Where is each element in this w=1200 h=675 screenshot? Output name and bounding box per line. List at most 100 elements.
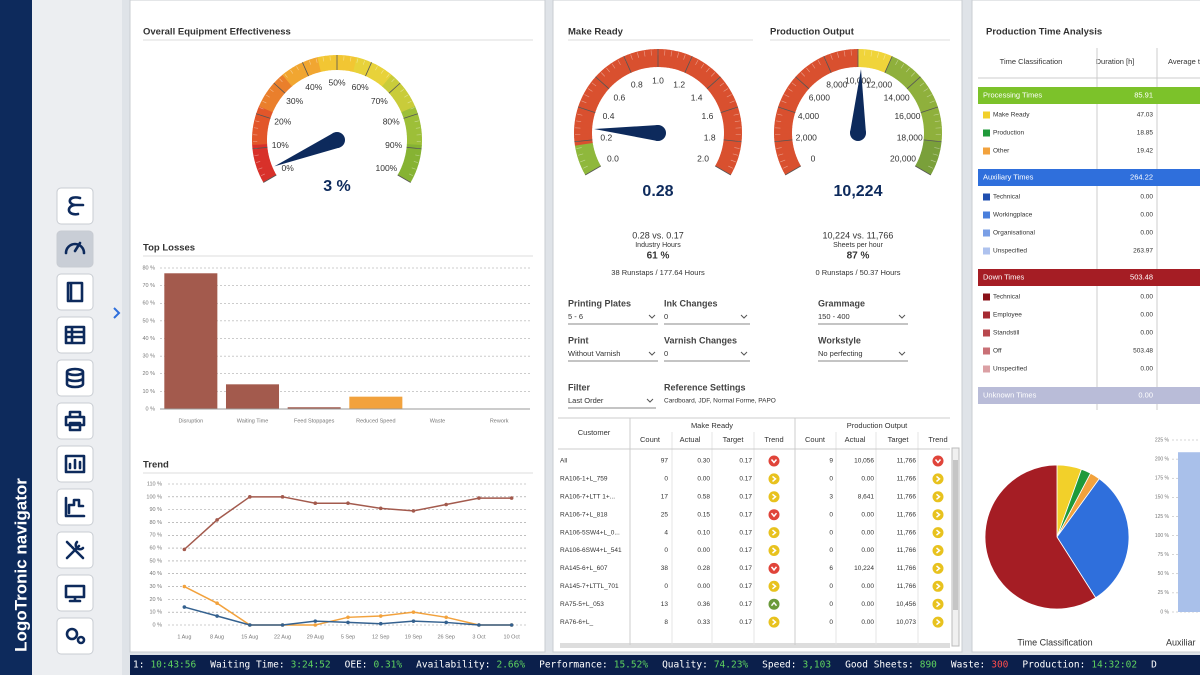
- status-label: Quality:: [662, 660, 708, 671]
- filter-value[interactable]: 0: [664, 349, 668, 358]
- gauge-minor-tick: [877, 52, 879, 58]
- nav-icon: [64, 584, 86, 603]
- status-label: D: [1151, 660, 1157, 671]
- gauge-tick: [406, 146, 422, 150]
- gauge-band: [775, 114, 794, 122]
- trend-point: [411, 619, 416, 623]
- gauge-band: [783, 162, 801, 175]
- cell-customer: RA145-6+L_607: [560, 565, 608, 572]
- gauge-band: [918, 99, 937, 111]
- gauge-band: [774, 117, 794, 125]
- filter-value[interactable]: Last Order: [568, 396, 604, 405]
- gauge-minor-tick: [728, 165, 734, 169]
- filter-value[interactable]: 0: [664, 312, 668, 321]
- filter-value[interactable]: 150 - 400: [818, 312, 850, 321]
- filter-value[interactable]: No perfecting: [818, 349, 863, 358]
- dropdown-chevron[interactable]: [648, 314, 656, 319]
- gauge-band: [795, 73, 812, 89]
- filter-value[interactable]: 5 - 6: [568, 312, 583, 321]
- y-tick-label: 90 %: [149, 507, 162, 513]
- gauge-tick: [595, 76, 610, 90]
- gauge-minor-tick: [617, 60, 621, 66]
- gauge-band: [365, 62, 376, 78]
- trend-icon: [768, 545, 780, 556]
- gauge-band: [398, 169, 415, 180]
- gauge-band: [920, 151, 939, 162]
- gauge-band: [876, 52, 886, 71]
- trend-icon: [932, 616, 944, 628]
- h-scrollbar[interactable]: [560, 643, 950, 648]
- gauge-tick-label: 14,000: [884, 92, 910, 102]
- cell: 0.00: [861, 529, 874, 536]
- comparison: 10,224 vs. 11,766: [823, 230, 894, 240]
- filter-value[interactable]: Without Varnish: [568, 349, 620, 358]
- gauge-band: [867, 49, 875, 69]
- gauge-band: [356, 58, 365, 74]
- gauge-band: [720, 151, 739, 162]
- gauge-band: [317, 56, 325, 72]
- nav-button[interactable]: [56, 488, 94, 526]
- gauge-band: [697, 66, 713, 83]
- gauge-band: [667, 49, 675, 69]
- gauge-minor-tick: [582, 165, 588, 169]
- collapse-arrow[interactable]: [113, 307, 121, 319]
- status-label: 1:: [133, 660, 144, 671]
- gauge-band: [266, 88, 282, 101]
- dropdown-chevron[interactable]: [740, 351, 748, 356]
- gauge-band: [256, 109, 272, 119]
- dropdown-chevron[interactable]: [646, 398, 654, 403]
- y-tick-label: 175 %: [1155, 476, 1170, 482]
- gauge-tick-label: 1.2: [673, 80, 685, 90]
- nav-button[interactable]: [56, 402, 94, 440]
- gauge-band: [313, 57, 322, 73]
- gauge-tick-label: 80%: [383, 117, 400, 127]
- nav-icon: [64, 410, 86, 432]
- x-tick-label: Waiting Time: [237, 418, 269, 424]
- gauge-band: [909, 79, 926, 95]
- gauge-minor-tick: [910, 72, 916, 77]
- cell: 0.58: [697, 494, 710, 501]
- gauge-band: [804, 65, 819, 83]
- dropdown-chevron[interactable]: [740, 314, 748, 319]
- nav-button[interactable]: [56, 574, 94, 612]
- gauge-band: [786, 85, 804, 99]
- gauge-minor-tick: [576, 147, 582, 149]
- gauge-minor-tick: [734, 147, 740, 149]
- dropdown-chevron[interactable]: [898, 314, 906, 319]
- nav-button[interactable]: [56, 316, 94, 354]
- cell: 0.17: [739, 529, 752, 536]
- gauge-band: [359, 59, 369, 75]
- trend-chevron: [770, 512, 778, 518]
- dropdown-chevron[interactable]: [898, 351, 906, 356]
- group-name: Auxiliary Times: [983, 172, 1034, 181]
- nav-button[interactable]: [56, 359, 94, 397]
- y-tick-label: 60 %: [142, 301, 155, 307]
- x-tick-label: 29 Aug: [307, 634, 324, 640]
- item-name: Employee: [993, 312, 1022, 319]
- y-tick-label: 40 %: [149, 571, 162, 577]
- gauge-minor-tick: [581, 100, 587, 104]
- gauge-band: [779, 157, 799, 169]
- gauge-minor-tick: [775, 120, 782, 122]
- nav-button[interactable]: [56, 617, 94, 655]
- trend-icon: [932, 473, 944, 485]
- gauge-minor-tick: [606, 67, 610, 73]
- filter-label: Grammage: [818, 298, 865, 308]
- trend-point: [378, 506, 383, 511]
- gauge-minor-tick: [726, 94, 732, 98]
- scrollbar-thumb[interactable]: [953, 460, 958, 610]
- trend-icon: [932, 509, 944, 521]
- item-swatch: [983, 247, 990, 255]
- gauge-tick-label: 0.6: [613, 92, 625, 102]
- trend-chevron: [772, 583, 777, 590]
- dropdown-chevron[interactable]: [648, 351, 656, 356]
- trend-point: [378, 621, 383, 626]
- cell-customer: RA76-6+L_: [560, 619, 593, 626]
- trend-point: [182, 547, 187, 552]
- nav-button[interactable]: [56, 273, 94, 311]
- cell-customer: RA106-1+L_759: [560, 476, 608, 483]
- gauge-band: [579, 157, 599, 169]
- trend-icon: [768, 527, 780, 539]
- y-tick-label: 100 %: [1155, 533, 1170, 539]
- gauge-minor-tick: [683, 54, 686, 60]
